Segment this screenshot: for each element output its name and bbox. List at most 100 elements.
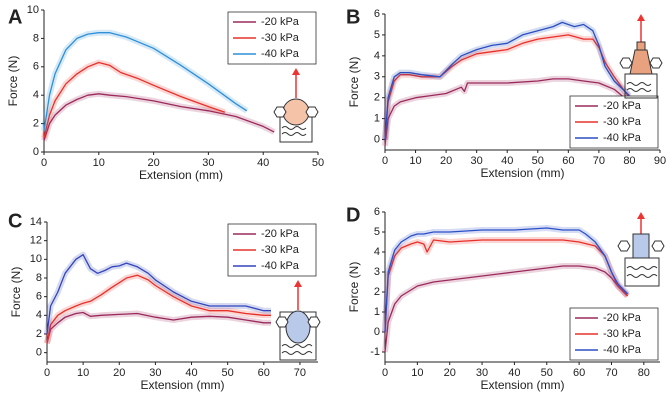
- legend-label: -20 kPa: [603, 312, 642, 324]
- y-tick-label: 12: [30, 235, 42, 247]
- x-tick-label: 50: [312, 157, 324, 169]
- y-tick-label: 10: [27, 4, 39, 16]
- y-tick-label: 0: [374, 133, 380, 145]
- inset-d: [617, 212, 665, 287]
- x-tick-label: 20: [147, 157, 159, 169]
- x-tick-label: 30: [202, 157, 214, 169]
- series-line: [43, 32, 248, 131]
- x-tick-label: 30: [471, 155, 483, 167]
- legend-label: -20 kPa: [261, 228, 300, 240]
- x-tick-label: 40: [501, 155, 513, 167]
- x-tick-label: 40: [257, 157, 269, 169]
- y-tick-label: -1: [370, 346, 380, 358]
- legend-label: -30 kPa: [603, 116, 642, 128]
- series-line: [384, 21, 630, 140]
- x-axis-label: Extension (mm): [480, 166, 564, 180]
- panel-letter: C: [8, 210, 22, 232]
- series-line: [43, 61, 226, 138]
- y-axis-label: Force (N): [347, 262, 361, 313]
- series-line: [43, 93, 275, 141]
- x-tick-label: 50: [541, 367, 553, 379]
- legend-label: -30 kPa: [261, 32, 300, 44]
- y-tick-label: 6: [374, 206, 380, 218]
- x-axis-label: Extension (mm): [140, 378, 224, 392]
- legend-label: -40 kPa: [261, 48, 300, 60]
- legend-label: -40 kPa: [261, 260, 300, 272]
- x-tick-label: 0: [41, 157, 47, 169]
- x-tick-label: 60: [562, 155, 574, 167]
- series-band: [41, 90, 276, 142]
- series-line: [384, 34, 630, 140]
- y-tick-label: 8: [33, 32, 39, 44]
- x-tick-label: 10: [77, 367, 89, 379]
- inset-b: [619, 14, 663, 99]
- legend-label: -20 kPa: [261, 16, 300, 28]
- x-tick-label: 80: [623, 155, 635, 167]
- y-tick-label: 4: [374, 246, 380, 258]
- y-tick-label: 5: [374, 29, 380, 41]
- x-tick-label: 10: [93, 157, 105, 169]
- x-tick-label: 0: [382, 367, 388, 379]
- x-tick-label: 60: [258, 367, 270, 379]
- y-tick-label: 4: [36, 309, 42, 321]
- y-tick-label: 3: [374, 71, 380, 83]
- y-tick-label: 6: [36, 291, 42, 303]
- series-line: [46, 311, 271, 344]
- x-tick-label: 80: [638, 367, 650, 379]
- y-tick-label: 1: [374, 306, 380, 318]
- legend-label: -30 kPa: [603, 328, 642, 340]
- y-tick-label: 3: [374, 266, 380, 278]
- inset-a: [273, 68, 319, 143]
- y-tick-label: 2: [36, 328, 42, 340]
- x-tick-label: 90: [654, 155, 666, 167]
- series-line: [46, 274, 271, 344]
- x-tick-label: 40: [508, 367, 520, 379]
- legend-label: -40 kPa: [603, 344, 642, 356]
- y-axis-label: Force (N): [9, 267, 23, 318]
- x-tick-label: 10: [411, 367, 423, 379]
- x-tick-label: 20: [440, 155, 452, 167]
- x-tick-label: 10: [409, 155, 421, 167]
- series-line: [46, 254, 271, 335]
- x-tick-label: 0: [44, 367, 50, 379]
- x-tick-label: 20: [444, 367, 456, 379]
- series-line: [384, 227, 629, 333]
- x-axis-label: Extension (mm): [139, 168, 223, 182]
- panel-letter: D: [346, 204, 360, 226]
- y-tick-label: 0: [36, 347, 42, 359]
- y-axis-label: Force (N): [347, 57, 361, 108]
- y-tick-label: 1: [374, 113, 380, 125]
- x-tick-label: 30: [476, 367, 488, 379]
- y-tick-label: 10: [30, 253, 42, 265]
- y-tick-label: 2: [374, 92, 380, 104]
- x-tick-label: 70: [294, 367, 306, 379]
- legend-label: -30 kPa: [261, 244, 300, 256]
- inset-c: [275, 280, 321, 361]
- y-tick-label: 14: [30, 216, 42, 228]
- x-tick-label: 60: [573, 367, 585, 379]
- series-line: [384, 265, 629, 353]
- y-tick-label: 4: [33, 89, 39, 101]
- panel-letter: A: [8, 6, 22, 28]
- x-tick-label: 70: [593, 155, 605, 167]
- legend-label: -40 kPa: [603, 132, 642, 144]
- y-axis-label: Force (N): [6, 56, 20, 107]
- series-line: [384, 78, 630, 146]
- panel-letter: B: [346, 6, 360, 28]
- x-tick-label: 40: [185, 367, 197, 379]
- x-tick-label: 50: [222, 367, 234, 379]
- x-tick-label: 20: [113, 367, 125, 379]
- x-axis-label: Extension (mm): [480, 378, 564, 392]
- y-tick-label: 8: [36, 272, 42, 284]
- y-tick-label: 0: [33, 146, 39, 158]
- y-tick-label: 0: [374, 326, 380, 338]
- x-tick-label: 30: [149, 367, 161, 379]
- x-tick-label: 0: [382, 155, 388, 167]
- y-tick-label: 6: [374, 8, 380, 20]
- y-tick-label: 2: [374, 286, 380, 298]
- legend-label: -20 kPa: [603, 100, 642, 112]
- x-tick-label: 50: [532, 155, 544, 167]
- y-tick-label: 5: [374, 226, 380, 238]
- y-tick-label: 4: [374, 50, 380, 62]
